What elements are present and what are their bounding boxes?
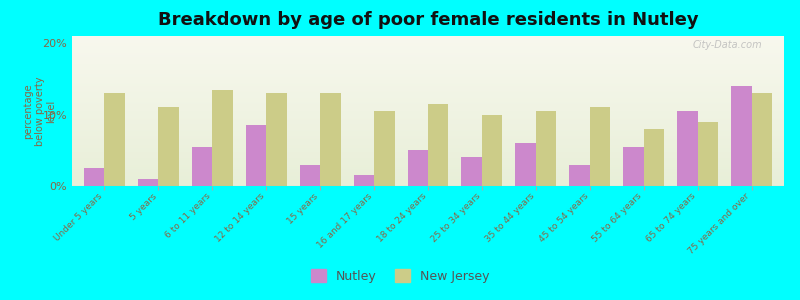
Bar — [158, 107, 179, 186]
Bar — [677, 111, 698, 186]
Bar — [212, 90, 233, 186]
Bar — [104, 93, 125, 186]
Bar — [623, 147, 644, 186]
Bar — [374, 111, 394, 186]
Bar — [752, 93, 772, 186]
Bar — [462, 158, 482, 186]
Bar — [84, 168, 104, 186]
Title: Breakdown by age of poor female residents in Nutley: Breakdown by age of poor female resident… — [158, 11, 698, 29]
Bar — [731, 86, 752, 186]
Y-axis label: percentage
below poverty
level: percentage below poverty level — [23, 76, 56, 146]
Bar — [354, 175, 374, 186]
Bar — [590, 107, 610, 186]
Bar — [320, 93, 341, 186]
Bar — [570, 165, 590, 186]
Bar — [192, 147, 212, 186]
Bar — [698, 122, 718, 186]
Bar — [515, 143, 536, 186]
Bar — [536, 111, 556, 186]
Bar — [407, 150, 428, 186]
Bar — [644, 129, 664, 186]
Bar — [246, 125, 266, 186]
Bar — [300, 165, 320, 186]
Bar — [266, 93, 286, 186]
Bar — [482, 115, 502, 186]
Bar — [428, 104, 449, 186]
Text: City-Data.com: City-Data.com — [693, 40, 762, 50]
Bar — [138, 179, 158, 186]
Legend: Nutley, New Jersey: Nutley, New Jersey — [306, 264, 494, 288]
